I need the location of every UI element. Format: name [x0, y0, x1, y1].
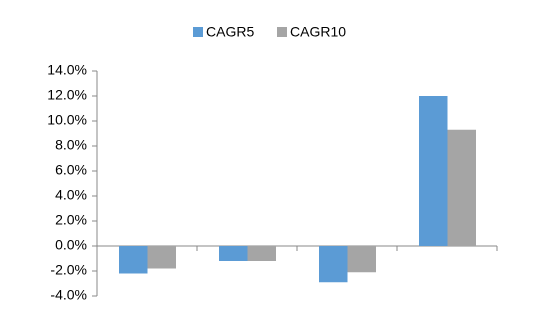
bar [147, 246, 176, 269]
bar [247, 246, 276, 261]
bar [419, 96, 448, 246]
bar [319, 246, 348, 283]
y-tick-label: 10.0% [47, 112, 87, 128]
y-tick-label: 2.0% [55, 212, 87, 228]
legend-swatch [277, 27, 287, 37]
legend-label: CAGR10 [290, 24, 346, 40]
legend-label: CAGR5 [206, 24, 254, 40]
y-tick-label: 8.0% [55, 137, 87, 153]
bar [219, 246, 248, 261]
legend-swatch [193, 27, 203, 37]
bar [447, 129, 476, 246]
y-tick-label: -4.0% [50, 287, 87, 303]
y-tick-label: -2.0% [50, 262, 87, 278]
y-tick-label: 0.0% [55, 237, 87, 253]
bar [119, 246, 148, 274]
y-tick-label: 14.0% [47, 62, 87, 78]
y-tick-label: 12.0% [47, 87, 87, 103]
bar [347, 246, 376, 273]
y-tick-label: 6.0% [55, 162, 87, 178]
y-tick-label: 4.0% [55, 187, 87, 203]
